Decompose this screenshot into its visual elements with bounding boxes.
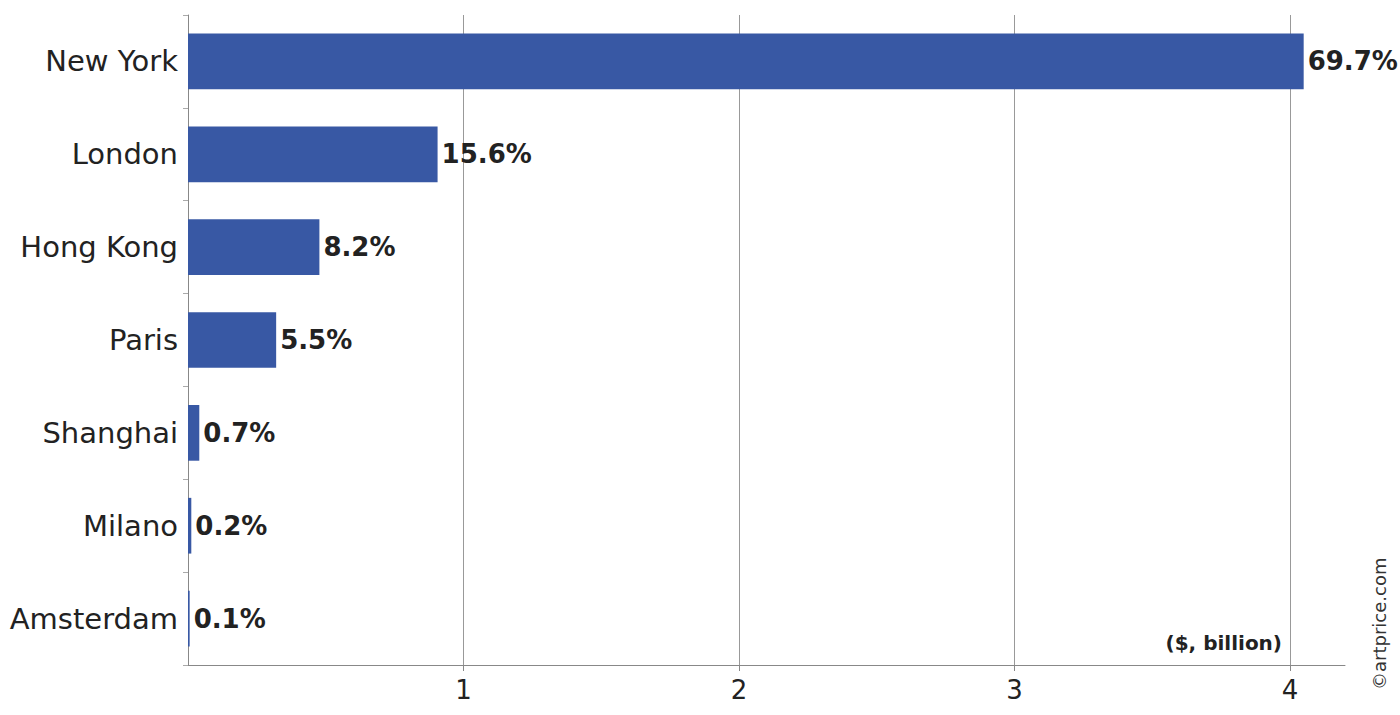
svg-text:8.2%: 8.2% [323, 232, 395, 262]
svg-text:Paris: Paris [109, 323, 178, 357]
svg-text:0.1%: 0.1% [194, 604, 266, 634]
svg-text:New York: New York [45, 44, 178, 78]
svg-text:3: 3 [1006, 675, 1023, 705]
svg-text:0.7%: 0.7% [203, 418, 275, 448]
svg-text:15.6%: 15.6% [442, 139, 532, 169]
svg-text:London: London [72, 137, 178, 171]
svg-text:69.7%: 69.7% [1308, 46, 1398, 76]
svg-text:Milano: Milano [83, 509, 178, 543]
svg-text:0.2%: 0.2% [195, 511, 267, 541]
svg-text:Hong Kong: Hong Kong [20, 230, 178, 264]
svg-text:5.5%: 5.5% [280, 325, 352, 355]
svg-text:2: 2 [731, 675, 748, 705]
svg-text:4: 4 [1282, 675, 1299, 705]
svg-text:Shanghai: Shanghai [42, 416, 178, 450]
svg-text:1: 1 [455, 675, 472, 705]
svg-text:Amsterdam: Amsterdam [10, 602, 178, 636]
svg-text:©artprice.com: ©artprice.com [1369, 558, 1390, 690]
svg-text:($, billion): ($, billion) [1166, 631, 1282, 655]
